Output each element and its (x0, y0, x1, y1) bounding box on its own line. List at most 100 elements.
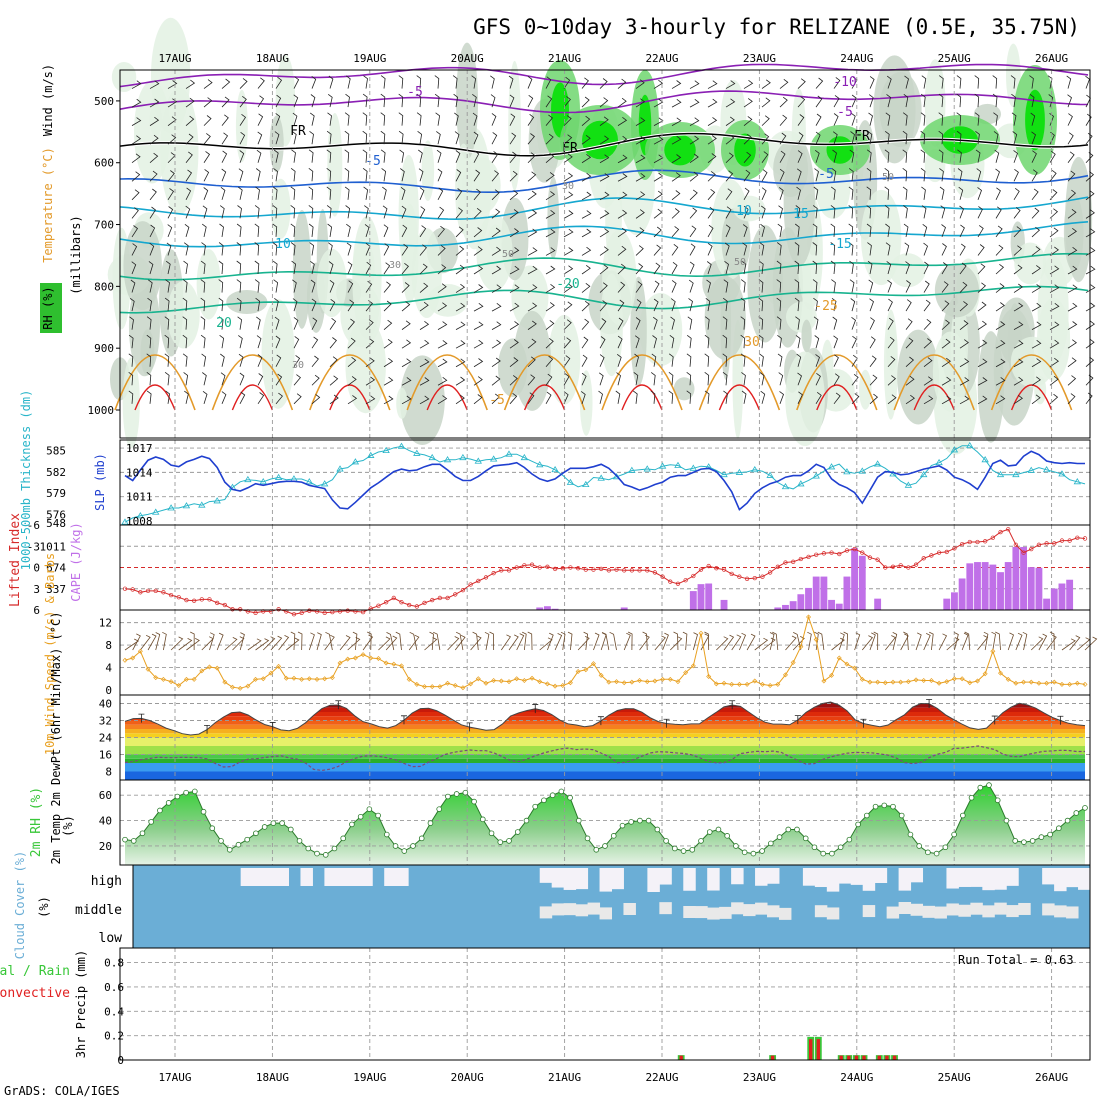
thickness-point (551, 465, 559, 473)
rh-shade (897, 329, 940, 425)
lifted-index-point (545, 564, 550, 569)
wind-speed-point (775, 681, 781, 687)
dewpoint-line (124, 745, 1085, 772)
cloud-clear-middle (707, 907, 720, 920)
wind-barb (237, 186, 243, 200)
cape-bar (543, 606, 551, 610)
wind-barb (868, 112, 873, 126)
rh-point (549, 792, 556, 799)
date-tick-bottom: 23AUG (743, 1071, 776, 1084)
wind-barb-10m (731, 634, 742, 651)
wind-barb (563, 115, 572, 126)
wind-barb (670, 316, 675, 330)
wind-barb (776, 297, 782, 312)
wind-barb-10m (262, 636, 276, 651)
wind-barb (617, 299, 625, 312)
wind-barb (939, 168, 944, 182)
wind-barb (812, 223, 818, 237)
wind-barb (203, 169, 210, 182)
cape-bar (820, 576, 828, 610)
wind-barb (886, 94, 891, 108)
thickness-point (459, 453, 467, 461)
wind-speed-point (644, 679, 650, 685)
ylabel-temperature: Temperature (°C) (41, 147, 55, 263)
wind-barb-10m (577, 635, 590, 651)
wind-barb (491, 246, 502, 256)
thickness-point (520, 453, 529, 461)
lifted-index-point (860, 550, 865, 555)
wind-barb (545, 191, 556, 201)
wind-barb (759, 353, 764, 367)
wind-barb (473, 265, 484, 275)
wind-barb (364, 205, 369, 219)
wind-barb-10m (885, 635, 896, 651)
wind-barb (758, 260, 764, 275)
wind-speed-point (122, 657, 128, 663)
lifted-index-point (238, 607, 243, 612)
isotherm-warm (114, 354, 196, 411)
wind-barb (363, 186, 369, 200)
rh-shade (859, 369, 872, 410)
wind-barb-10m (429, 631, 434, 651)
wind-barb (311, 394, 321, 405)
wind-barb (1013, 187, 1020, 201)
wind-barb (779, 96, 788, 108)
rh-point (174, 793, 181, 800)
wind-barb (454, 112, 459, 126)
wind-barb (383, 281, 391, 293)
wind-barb (725, 134, 735, 145)
wind-barb (905, 375, 915, 386)
tick-label: 0 (33, 562, 40, 575)
wind-barb (419, 244, 427, 256)
tick-label: 8 (105, 639, 112, 652)
wind-barb (347, 318, 355, 330)
wind-barb (581, 153, 592, 164)
wind-barb (455, 358, 466, 368)
rh-point (279, 820, 285, 826)
thickness-point (443, 456, 452, 463)
wind-speed-point (744, 681, 750, 687)
wind-speed-point (882, 680, 888, 686)
wind-barb (581, 210, 592, 219)
wind-speed-point (452, 683, 458, 689)
wind-barb (830, 242, 836, 256)
cape-bar (1027, 567, 1035, 610)
wind-barb (275, 94, 282, 108)
wind-barb (599, 354, 605, 367)
tick-label: 0.6 (104, 981, 124, 994)
wind-barb (941, 338, 951, 349)
wind-barb (722, 316, 728, 330)
lifted-index-point (614, 567, 619, 572)
wind-barb (527, 356, 536, 368)
date-tick-bottom: 26AUG (1035, 1071, 1068, 1084)
wind-speed-point (352, 655, 358, 661)
isotherm-warm (309, 354, 391, 411)
rh-point (916, 843, 922, 849)
wind-barb (527, 320, 537, 330)
wind-barb (1085, 302, 1096, 312)
rh-point (855, 821, 861, 828)
wind-barb (167, 134, 177, 145)
wind-barb (255, 297, 261, 312)
cape-bar (782, 604, 789, 610)
contour-label-temp: -15 (828, 237, 851, 252)
wind-barb (1031, 207, 1040, 219)
temp-band (125, 707, 1085, 712)
temp-band (125, 754, 1085, 759)
wind-barb (939, 186, 945, 200)
lifted-index-point (560, 566, 565, 571)
wind-barb (689, 189, 698, 201)
wind-barb (995, 283, 1005, 293)
precip-bar-convective (839, 1055, 843, 1060)
date-tick-top: 24AUG (840, 52, 873, 65)
tick-label: 700 (94, 219, 114, 232)
wind-barb (166, 242, 172, 256)
cloud-clear-middle (1066, 906, 1079, 919)
lifted-index-point (1082, 536, 1088, 541)
wind-barb-10m (593, 632, 600, 651)
wind-barb (635, 136, 646, 145)
wind-barb (563, 283, 573, 293)
wind-barb (383, 262, 391, 275)
rh-point (689, 846, 696, 853)
run-total-label: Run Total = 0.63 (958, 953, 1074, 967)
